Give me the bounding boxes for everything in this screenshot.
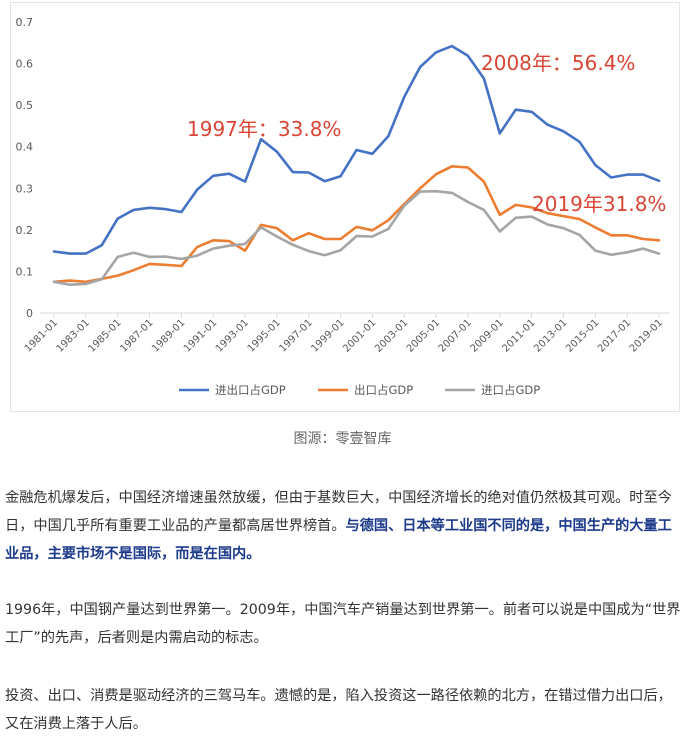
x-tick-label: 2005-01 [405,317,442,354]
x-tick-label: 2011-01 [500,317,537,354]
y-tick-label: 0.6 [16,58,34,71]
y-tick-label: 0.3 [16,182,34,195]
annotation-label: 2019年31.8% [532,192,666,216]
paragraph-2: 1996年，中国钢产量达到世界第一。2009年，中国汽车产销量达到世界第一。前者… [5,602,681,646]
legend-label: 进出口占GDP [215,383,286,397]
y-tick-label: 0.5 [16,99,34,112]
series-line-3 [52,189,661,287]
x-tick-label: 1985-01 [86,317,123,354]
legend-label: 出口占GDP [354,383,413,397]
legend-label: 进口占GDP [481,383,540,397]
x-tick-label: 2007-01 [437,317,474,354]
paragraph-1-text: 金融危机爆发后，中国经济增速虽然放缓，但由于基数巨大，中国经济增长的绝对值仍然极… [5,490,672,534]
x-tick-label: 1997-01 [278,317,315,354]
paragraph-1: 金融危机爆发后，中国经济增速虽然放缓，但由于基数巨大，中国经济增长的绝对值仍然极… [5,484,681,568]
series-line-1 [52,44,661,255]
x-tick-label: 2001-01 [341,317,378,354]
x-tick-label: 1983-01 [55,317,92,354]
x-tick-label: 1995-01 [246,317,283,354]
x-tick-label: 2019-01 [628,317,665,354]
y-tick-label: 0.1 [16,265,34,278]
annotation-label: 2008年：56.4% [481,51,635,75]
x-tick-label: 1981-01 [23,317,60,354]
x-tick-label: 2013-01 [532,317,569,354]
line-chart: 0 0.1 0.2 0.3 0.4 0.5 0.6 0.7 1981-011983-011985… [16,16,669,397]
x-tick-label: 2015-01 [564,317,601,354]
x-tick-label: 1999-01 [309,317,346,354]
image-caption: 图源：零壹智库 [293,431,392,447]
y-tick-label: 0.7 [16,16,34,29]
paragraph-3: 投资、出口、消费是驱动经济的三驾马车。遗憾的是，陷入投资这一路径依赖的北方，在错… [5,688,672,732]
x-tick-label: 1989-01 [150,317,187,354]
y-tick-label: 0 [26,307,33,320]
y-tick-label: 0.4 [16,141,34,154]
x-tick-label: 2003-01 [373,317,410,354]
x-tick-label: 2017-01 [596,317,633,354]
chart-frame: 0 0.1 0.2 0.3 0.4 0.5 0.6 0.7 1981-01 1983-01 1985… [10,2,680,412]
series-line-2 [52,165,661,284]
x-tick-label: 1991-01 [182,317,219,354]
x-tick-label: 1993-01 [214,317,251,354]
x-tick-label: 2009-01 [469,317,506,354]
paragraph-1-bold: 与德国、日本等工业国不同的是，中国生产的大量工业品，主要市场不是国际，而是在国内… [5,518,672,562]
y-tick-label: 0.2 [16,224,34,237]
x-tick-label: 1987-01 [118,317,155,354]
annotation-label: 1997年：33.8% [187,117,341,141]
